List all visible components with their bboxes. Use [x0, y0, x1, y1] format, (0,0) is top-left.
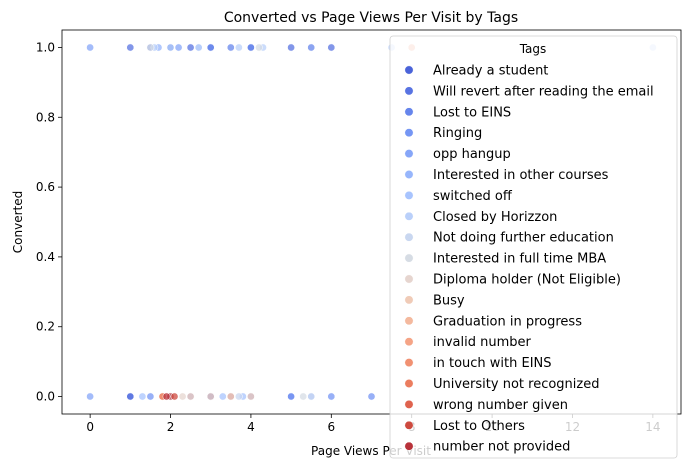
- legend-title: Tags: [519, 42, 547, 56]
- data-point: [287, 392, 295, 401]
- legend-marker: [404, 379, 414, 388]
- legend-items: Already a student Will revert after readi…: [404, 64, 654, 455]
- legend-label: Already a student: [433, 64, 548, 79]
- legend-marker: [404, 358, 414, 368]
- y-tick-label: 0.0: [36, 390, 55, 404]
- legend-marker: [404, 65, 414, 75]
- legend-label: number not provided: [433, 440, 570, 455]
- legend-marker: [404, 337, 414, 347]
- legend-marker: [404, 420, 414, 430]
- legend-marker: [404, 316, 414, 326]
- data-point: [367, 392, 376, 401]
- data-point: [235, 43, 243, 52]
- legend-label: Lost to Others: [433, 419, 525, 434]
- legend-marker: [404, 86, 414, 96]
- legend-label: University not recognized: [433, 377, 599, 392]
- x-tick-label: 6: [327, 420, 335, 434]
- legend-label: Diploma holder (Not Eligible): [433, 273, 621, 288]
- data-point: [138, 392, 147, 401]
- data-point: [247, 43, 255, 52]
- plot-frame: [61, 29, 682, 415]
- legend-box: [389, 35, 678, 459]
- legend-label: switched off: [433, 189, 513, 204]
- chart-title: Converted vs Page Views Per Visit by Tag…: [224, 10, 518, 26]
- y-tick-label: 0.6: [36, 180, 55, 194]
- legend-label: in touch with EINS: [433, 356, 552, 371]
- legend-label: Lost to EINS: [433, 105, 511, 120]
- legend-marker: [404, 274, 414, 284]
- data-point: [218, 392, 227, 401]
- legend-label: Interested in full time MBA: [433, 252, 606, 267]
- data-point: [174, 43, 183, 52]
- legend-marker: [404, 441, 414, 451]
- data-point: [146, 392, 155, 401]
- x-tick-label: 2: [167, 420, 175, 434]
- legend-label: Busy: [433, 293, 465, 308]
- data-point: [287, 43, 295, 52]
- data-point: [307, 392, 316, 401]
- data-point: [186, 392, 195, 401]
- data-point: [226, 43, 235, 52]
- y-tick-label: 0.8: [36, 110, 55, 124]
- data-point: [206, 43, 215, 52]
- y-tick-label: 1.0: [36, 40, 55, 54]
- data-point: [178, 392, 187, 401]
- data-point: [327, 392, 336, 401]
- legend-marker: [404, 107, 414, 117]
- legend-marker: [404, 399, 414, 409]
- legend-label: invalid number: [433, 335, 532, 350]
- legend-marker: [404, 211, 414, 221]
- data-point: [226, 392, 235, 401]
- data-point: [299, 392, 308, 401]
- legend-label: Interested in other courses: [433, 168, 609, 183]
- legend-marker: [404, 295, 414, 305]
- legend-label: Will revert after reading the email: [433, 84, 654, 99]
- data-point: [86, 43, 94, 52]
- data-point: [162, 392, 171, 401]
- x-tick-label: 4: [247, 420, 255, 434]
- data-point: [86, 392, 94, 401]
- y-tick-label: 0.4: [36, 250, 55, 264]
- legend-label: Closed by Horizzon: [433, 210, 557, 225]
- data-point: [235, 392, 243, 401]
- legend-marker: [404, 128, 414, 138]
- x-tick-label: 0: [86, 420, 94, 434]
- legend-marker: [404, 190, 414, 200]
- data-point: [170, 392, 179, 401]
- legend-marker: [404, 170, 414, 179]
- legend-marker: [404, 149, 414, 159]
- data-point: [186, 43, 195, 52]
- data-point: [206, 392, 215, 401]
- y-tick-label: 0.2: [36, 320, 55, 334]
- data-point: [307, 43, 316, 52]
- data-point: [327, 43, 336, 52]
- legend-label: Ringing: [433, 126, 482, 141]
- legend-label: opp hangup: [433, 147, 511, 162]
- y-axis-label: Converted: [11, 191, 25, 253]
- data-point: [247, 392, 255, 401]
- legend-marker: [404, 232, 414, 242]
- data-point: [126, 43, 135, 52]
- legend-label: wrong number given: [433, 398, 568, 413]
- legend-marker: [404, 253, 414, 263]
- data-point: [126, 392, 135, 401]
- y-axis-ticks: 0.0 0.2 0.4 0.6 0.8 1.0: [36, 40, 62, 404]
- legend-label: Graduation in progress: [433, 314, 582, 329]
- legend-label: Not doing further education: [433, 231, 614, 246]
- legend: Tags Already a student Will revert after …: [389, 35, 678, 459]
- data-point: [194, 43, 203, 52]
- data-point: [255, 43, 263, 52]
- data-point: [166, 43, 175, 52]
- data-point: [146, 43, 155, 52]
